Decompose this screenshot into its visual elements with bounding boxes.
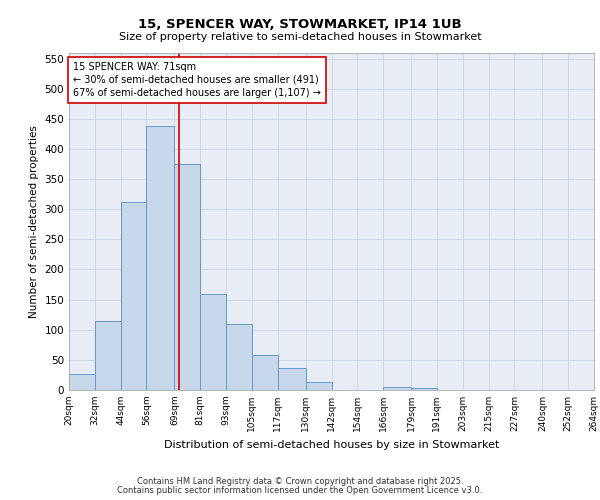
Text: Size of property relative to semi-detached houses in Stowmarket: Size of property relative to semi-detach… <box>119 32 481 42</box>
Bar <box>226 324 252 390</box>
Bar <box>69 374 95 390</box>
Bar <box>95 320 121 390</box>
Text: Contains public sector information licensed under the Open Government Licence v3: Contains public sector information licen… <box>118 486 482 495</box>
Text: 15 SPENCER WAY: 71sqm
← 30% of semi-detached houses are smaller (491)
67% of sem: 15 SPENCER WAY: 71sqm ← 30% of semi-deta… <box>73 62 321 98</box>
Bar <box>175 164 200 390</box>
Bar <box>305 382 331 390</box>
Bar <box>411 388 437 390</box>
Bar <box>278 368 305 390</box>
Text: 15, SPENCER WAY, STOWMARKET, IP14 1UB: 15, SPENCER WAY, STOWMARKET, IP14 1UB <box>138 18 462 30</box>
Bar <box>200 294 226 390</box>
X-axis label: Distribution of semi-detached houses by size in Stowmarket: Distribution of semi-detached houses by … <box>164 440 499 450</box>
Bar <box>121 202 146 390</box>
Text: Contains HM Land Registry data © Crown copyright and database right 2025.: Contains HM Land Registry data © Crown c… <box>137 477 463 486</box>
Y-axis label: Number of semi-detached properties: Number of semi-detached properties <box>29 125 39 318</box>
Bar <box>252 355 278 390</box>
Bar <box>383 387 411 390</box>
Bar <box>146 126 175 390</box>
